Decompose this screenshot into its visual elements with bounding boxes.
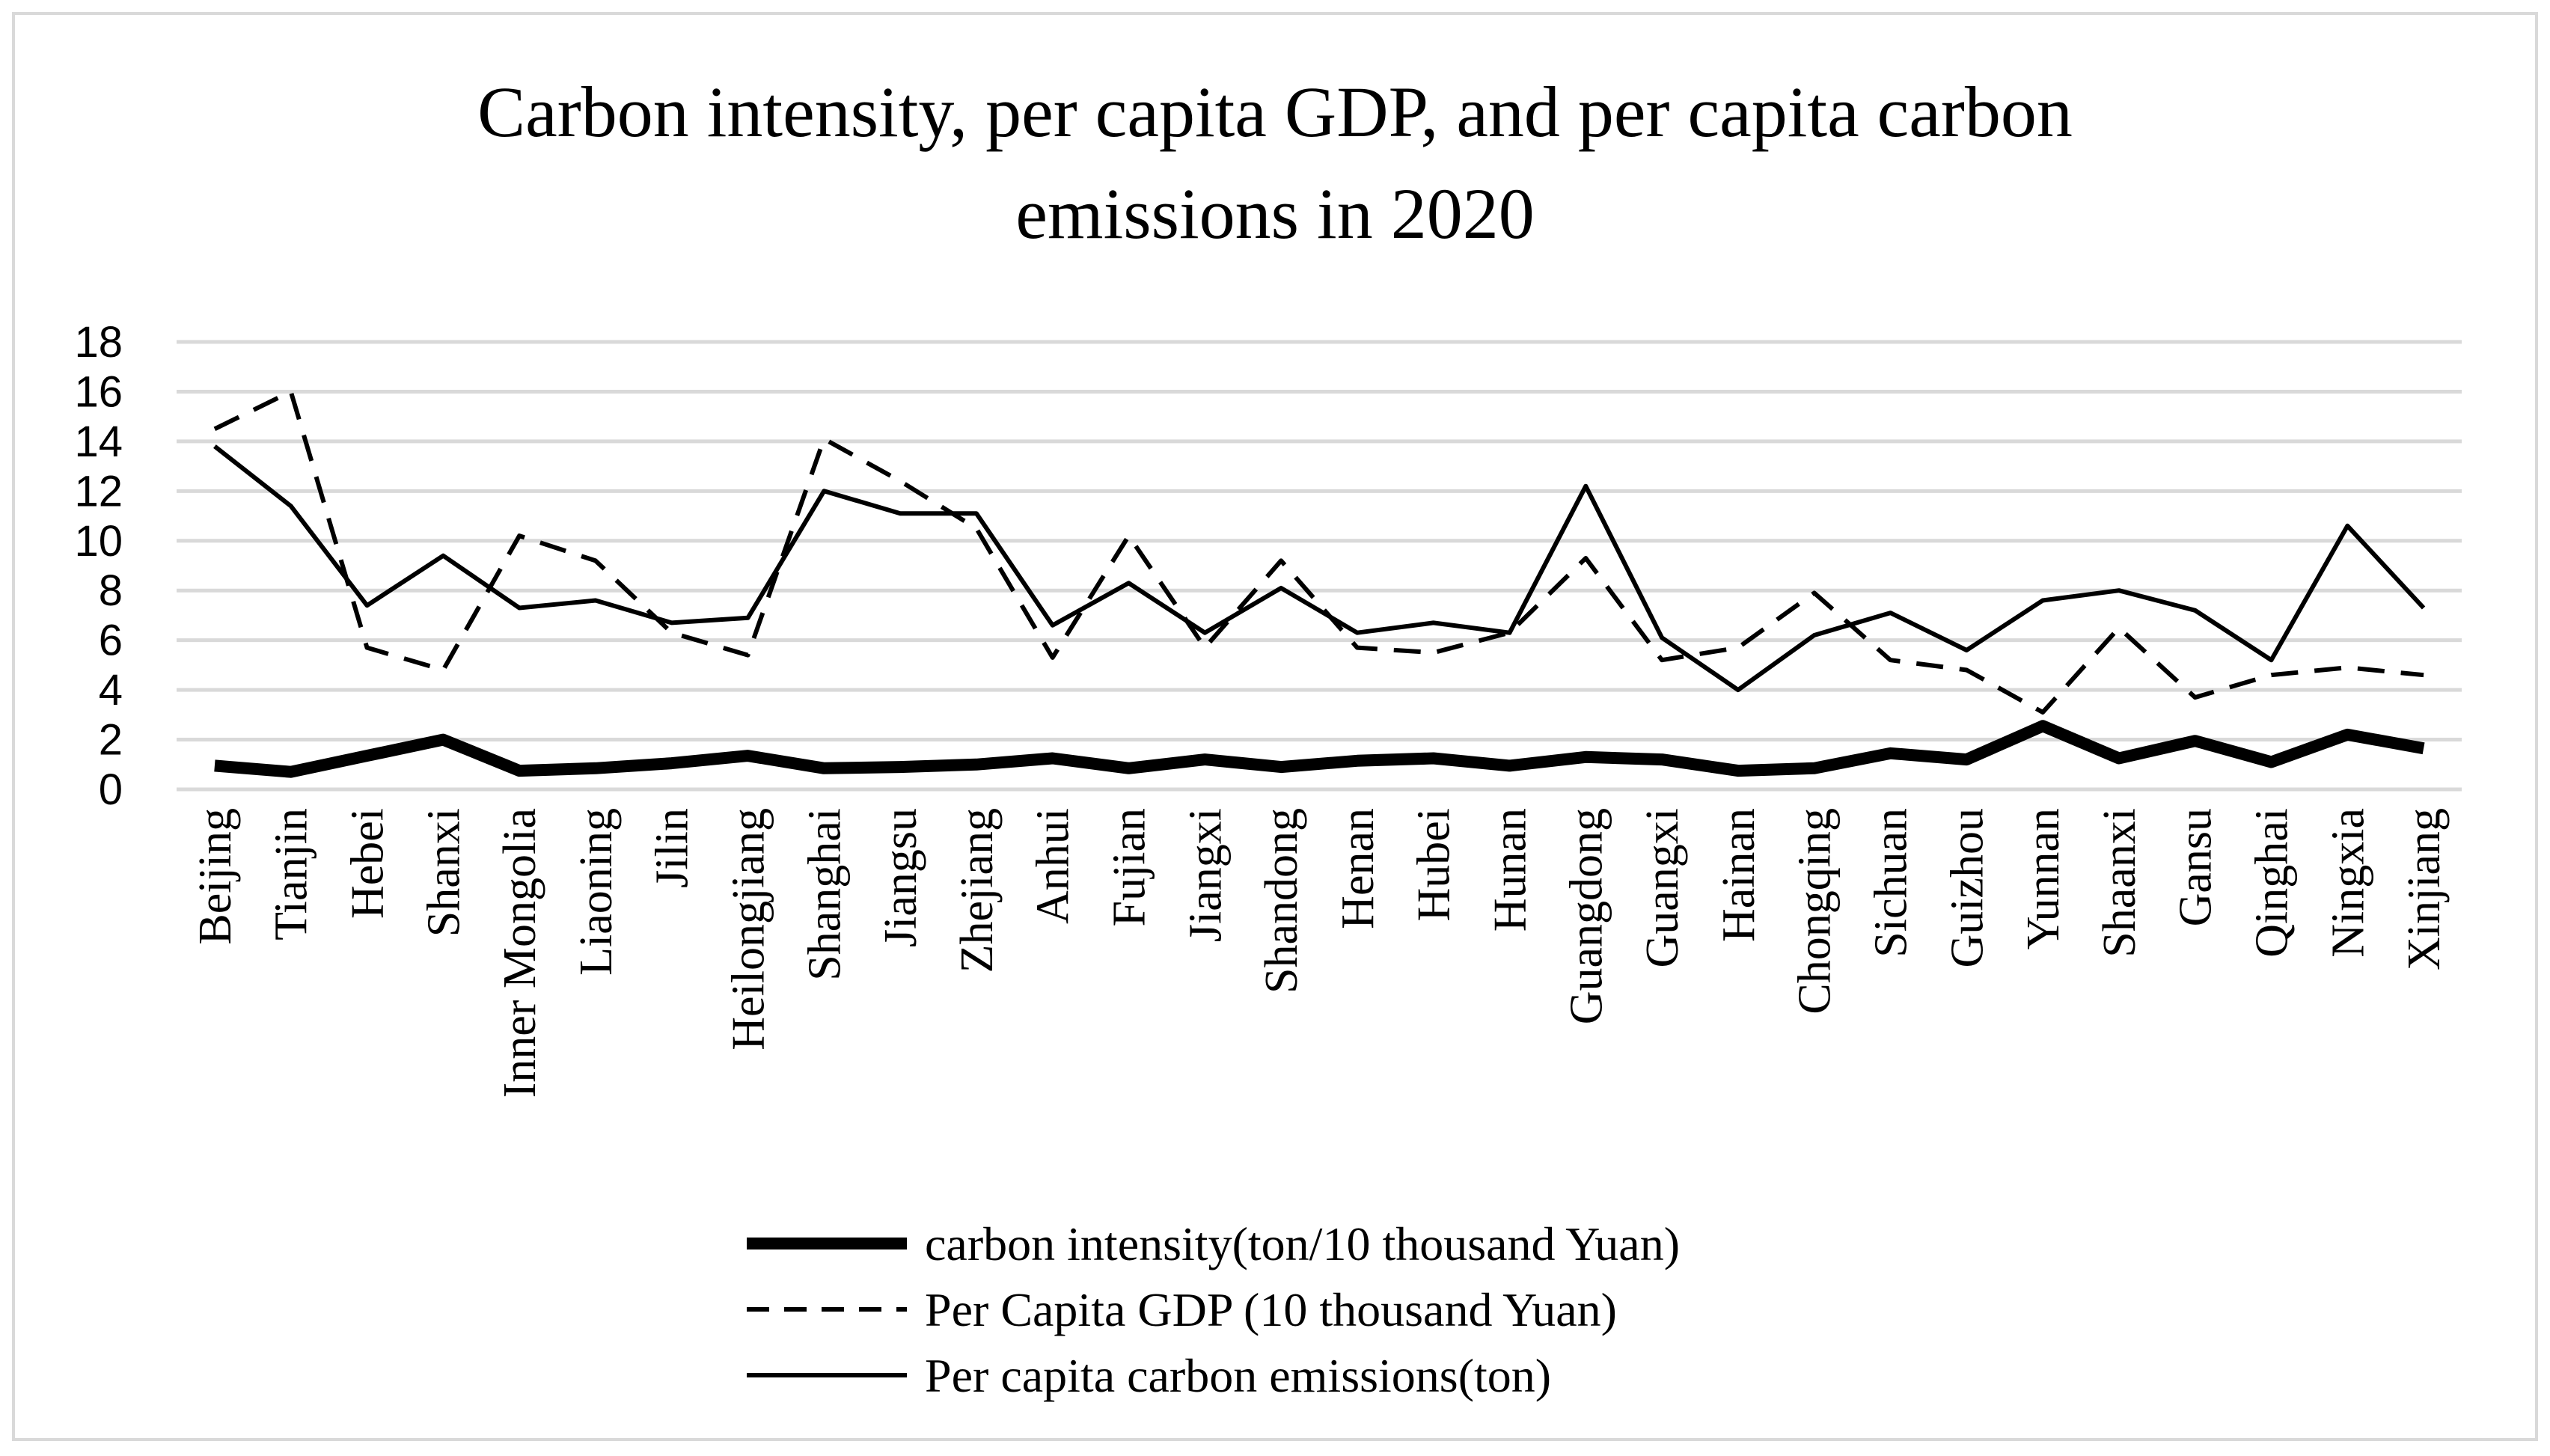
series-line-dashed [213, 389, 2424, 715]
legend: carbon intensity(ton/10 thousand Yuan) Pe… [747, 1217, 1680, 1402]
y-tick-label: 2 [99, 716, 123, 765]
x-tick-label: Guizhou [1942, 808, 1993, 968]
x-tick-label: Sichuan [1866, 808, 1917, 958]
x-tick-label: Ningxia [2323, 808, 2373, 958]
x-tick-label: Tianjin [266, 808, 317, 940]
chart-title-line-1: Carbon intensity, per capita GDP, and pe… [477, 72, 2073, 152]
x-tick-label: Shaanxi [2094, 808, 2145, 958]
legend-label: carbon intensity(ton/10 thousand Yuan) [925, 1217, 1680, 1270]
series-line-solid [213, 444, 2426, 693]
x-tick-label: Hubei [1409, 808, 1460, 922]
x-tick-label: Anhui [1028, 808, 1079, 924]
y-tick-label: 18 [74, 318, 123, 367]
series-line-thick [214, 720, 2425, 778]
x-tick-label: Inner Mongolia [495, 808, 545, 1098]
x-tick-label: Shanxi [418, 808, 469, 937]
x-tick-label: Shandong [1256, 808, 1307, 994]
x-tick-label: Guangdong [1561, 808, 1612, 1024]
x-tick-label: Chongqing [1790, 808, 1841, 1015]
x-tick-label: Hunan [1485, 808, 1536, 932]
x-tick-label: Jiangsu [875, 808, 926, 947]
x-tick-label: Henan [1333, 808, 1383, 929]
gridlines [177, 340, 2462, 792]
x-tick-label: Hebei [343, 808, 394, 919]
x-tick-label: Fujian [1104, 808, 1155, 926]
y-tick-label: 6 [99, 617, 123, 665]
y-tick-label: 0 [99, 765, 123, 814]
x-tick-label: Qinghai [2247, 808, 2298, 958]
y-tick-label: 16 [74, 367, 123, 416]
x-tick-label: Zhejiang [952, 808, 1003, 973]
x-tick-label: Gansu [2171, 808, 2222, 926]
x-tick-label: Yunnan [2018, 808, 2069, 949]
x-axis: Beijing Tianjin Hebei Shanxi Inner Mongolia L… [190, 808, 2450, 1098]
y-tick-label: 12 [74, 467, 123, 516]
y-tick-label: 14 [74, 417, 123, 466]
y-tick-label: 8 [99, 566, 123, 615]
x-tick-label: Guangxi [1637, 808, 1688, 968]
x-tick-label: Liaoning [571, 808, 622, 976]
x-tick-label: Jilin [647, 808, 698, 888]
y-tick-label: 10 [74, 517, 123, 566]
x-tick-label: Jiangxi [1180, 808, 1231, 942]
x-tick-label: Hainan [1713, 808, 1764, 942]
x-tick-label: Xinjiang [2399, 808, 2450, 970]
chart-title-line-2: emissions in 2020 [1015, 174, 1534, 254]
x-tick-label: Shanghai [799, 808, 850, 981]
x-tick-label: Beijing [190, 808, 241, 945]
x-tick-label: Heilongjiang [724, 808, 774, 1050]
y-tick-label: 4 [99, 666, 123, 715]
legend-label: Per capita carbon emissions(ton) [925, 1349, 1551, 1402]
series-lines [213, 389, 2426, 778]
chart-border [12, 12, 2538, 1441]
legend-label: Per Capita GDP (10 thousand Yuan) [925, 1283, 1617, 1336]
